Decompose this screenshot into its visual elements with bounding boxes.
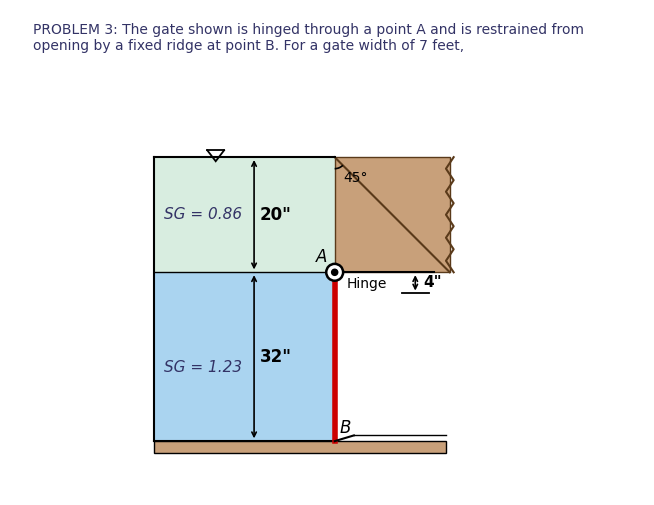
Text: 20": 20" [260,206,292,224]
Text: B: B [339,419,351,437]
Text: PROBLEM 3: The gate shown is hinged through a point A and is restrained from
ope: PROBLEM 3: The gate shown is hinged thro… [33,23,584,53]
Text: A: A [315,247,327,266]
Circle shape [332,269,337,275]
Polygon shape [154,157,335,272]
Text: SG = 1.23: SG = 1.23 [164,360,242,375]
Text: 4": 4" [423,275,441,290]
Polygon shape [335,157,450,272]
Text: 32": 32" [260,348,292,366]
Text: Hinge: Hinge [347,277,387,291]
Polygon shape [154,272,335,441]
Text: SG = 0.86: SG = 0.86 [164,207,242,222]
Polygon shape [154,441,446,452]
Circle shape [326,264,343,281]
Text: 45°: 45° [343,171,368,185]
